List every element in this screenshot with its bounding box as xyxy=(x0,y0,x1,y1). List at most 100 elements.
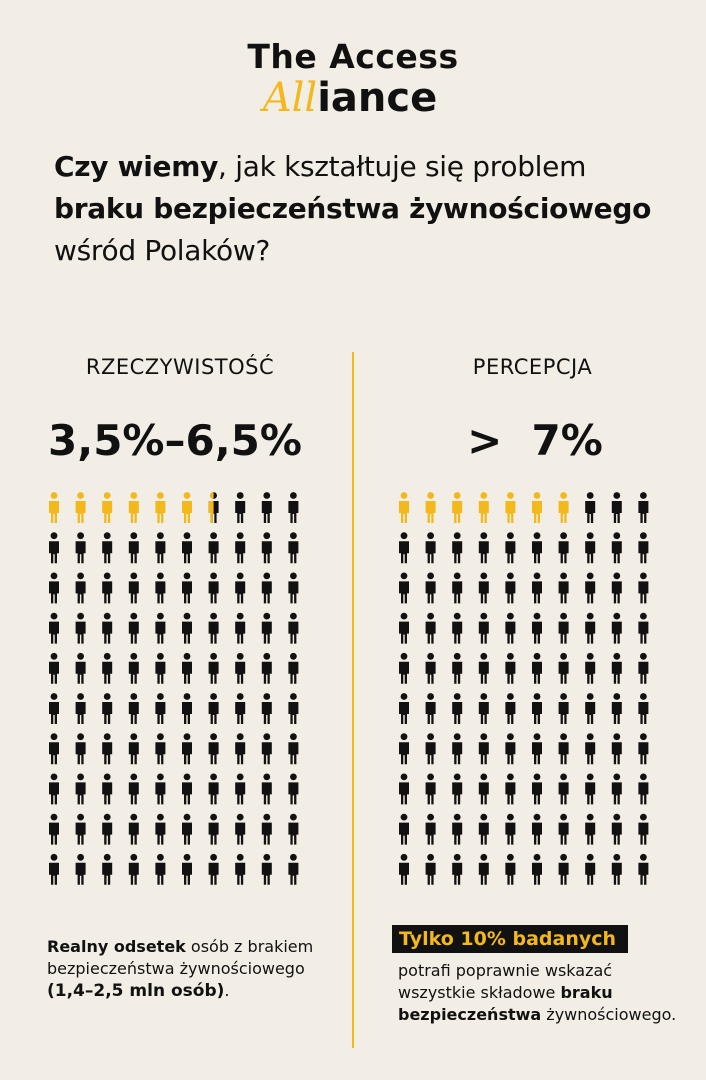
person-icon xyxy=(425,612,436,644)
person-icon xyxy=(155,773,166,805)
person-icon xyxy=(452,693,463,724)
person-icon xyxy=(558,733,569,765)
person-icon xyxy=(478,853,489,885)
person-icon xyxy=(399,853,409,885)
left-note-end: . xyxy=(224,981,230,1000)
logo-line-2: Alliance xyxy=(0,76,703,120)
person-icon xyxy=(611,813,622,845)
person-icon xyxy=(208,652,219,684)
person-icon xyxy=(235,612,246,644)
person-icon xyxy=(102,612,113,644)
person-icon xyxy=(128,853,139,885)
person-icon xyxy=(638,773,649,805)
person-icon xyxy=(128,733,139,765)
person-icon xyxy=(182,733,192,765)
person-icon xyxy=(452,773,463,805)
person-icon xyxy=(611,853,622,885)
person-icon xyxy=(155,733,166,765)
right-value: > 7% xyxy=(467,416,603,465)
person-icon xyxy=(478,572,489,604)
person-icon xyxy=(585,532,596,564)
person-icon xyxy=(478,612,489,644)
person-icon xyxy=(261,853,272,885)
person-icon xyxy=(288,612,299,644)
person-icon xyxy=(558,612,569,644)
person-icon xyxy=(611,572,622,604)
person-icon xyxy=(182,492,192,523)
person-icon xyxy=(558,813,569,845)
person-icon xyxy=(49,612,59,644)
person-icon xyxy=(505,733,516,765)
person-icon xyxy=(155,693,166,724)
right-heading: PERCEPCJA xyxy=(472,355,593,379)
person-icon xyxy=(611,492,622,523)
person-icon xyxy=(102,572,113,604)
right-note-end: żywnościowego. xyxy=(541,1005,677,1024)
person-icon xyxy=(505,612,516,644)
person-icon xyxy=(128,572,139,604)
person-icon xyxy=(532,652,542,684)
person-icon xyxy=(425,853,436,885)
person-icon xyxy=(288,813,299,845)
person-icon xyxy=(75,813,86,845)
person-icon xyxy=(288,773,299,805)
person-icon xyxy=(155,492,166,523)
person-icon xyxy=(585,853,596,885)
person-icon xyxy=(102,492,113,523)
person-icon xyxy=(585,652,596,684)
person-icon xyxy=(75,612,86,644)
person-icon xyxy=(638,492,649,523)
person-icon xyxy=(585,492,596,523)
person-icon xyxy=(452,813,463,845)
person-icon xyxy=(49,853,59,885)
person-icon xyxy=(638,532,649,564)
person-icon xyxy=(235,572,246,604)
person-icon xyxy=(505,813,516,845)
person-icon xyxy=(75,853,86,885)
left-note-bold: Realny odsetek xyxy=(47,937,186,956)
person-icon xyxy=(128,813,139,845)
person-icon xyxy=(399,693,409,724)
person-icon xyxy=(425,652,436,684)
person-icon xyxy=(208,733,219,765)
person-icon xyxy=(208,572,219,604)
person-icon xyxy=(75,652,86,684)
person-icon xyxy=(208,612,219,644)
person-icon xyxy=(532,572,542,604)
person-icon xyxy=(638,652,649,684)
person-icon xyxy=(49,733,59,765)
person-icon xyxy=(452,532,463,564)
logo-line-1: The Access xyxy=(247,37,459,76)
headline-bold-1: Czy wiemy xyxy=(54,150,219,183)
person-icon xyxy=(208,532,219,564)
person-icon xyxy=(585,813,596,845)
logo-accent: All xyxy=(262,75,318,121)
person-icon xyxy=(585,773,596,805)
person-icon xyxy=(235,693,246,724)
person-icon xyxy=(425,813,436,845)
right-note-text: potrafi poprawnie wskazać wszystkie skła… xyxy=(398,961,613,1002)
person-icon xyxy=(235,652,246,684)
person-icon xyxy=(611,733,622,765)
logo-rest: iance xyxy=(317,75,438,121)
person-icon xyxy=(182,652,192,684)
person-icon xyxy=(155,572,166,604)
person-icon xyxy=(399,492,409,523)
left-note: Realny odsetek osób z brakiem bezpieczeń… xyxy=(47,936,347,1002)
person-icon xyxy=(155,612,166,644)
person-icon xyxy=(478,492,489,523)
person-icon xyxy=(288,853,299,885)
person-icon xyxy=(182,572,192,604)
person-icon xyxy=(102,773,113,805)
person-icon xyxy=(638,572,649,604)
person-icon xyxy=(261,813,272,845)
person-icon xyxy=(478,733,489,765)
person-icon xyxy=(532,693,542,724)
headline: Czy wiemy, jak kształtuje się problem br… xyxy=(54,146,664,272)
right-people-grid xyxy=(399,492,649,885)
headline-text-2: wśród Polaków? xyxy=(54,234,271,267)
person-icon xyxy=(452,652,463,684)
person-icon xyxy=(558,652,569,684)
person-icon xyxy=(102,693,113,724)
right-note: potrafi poprawnie wskazać wszystkie skła… xyxy=(398,960,688,1026)
